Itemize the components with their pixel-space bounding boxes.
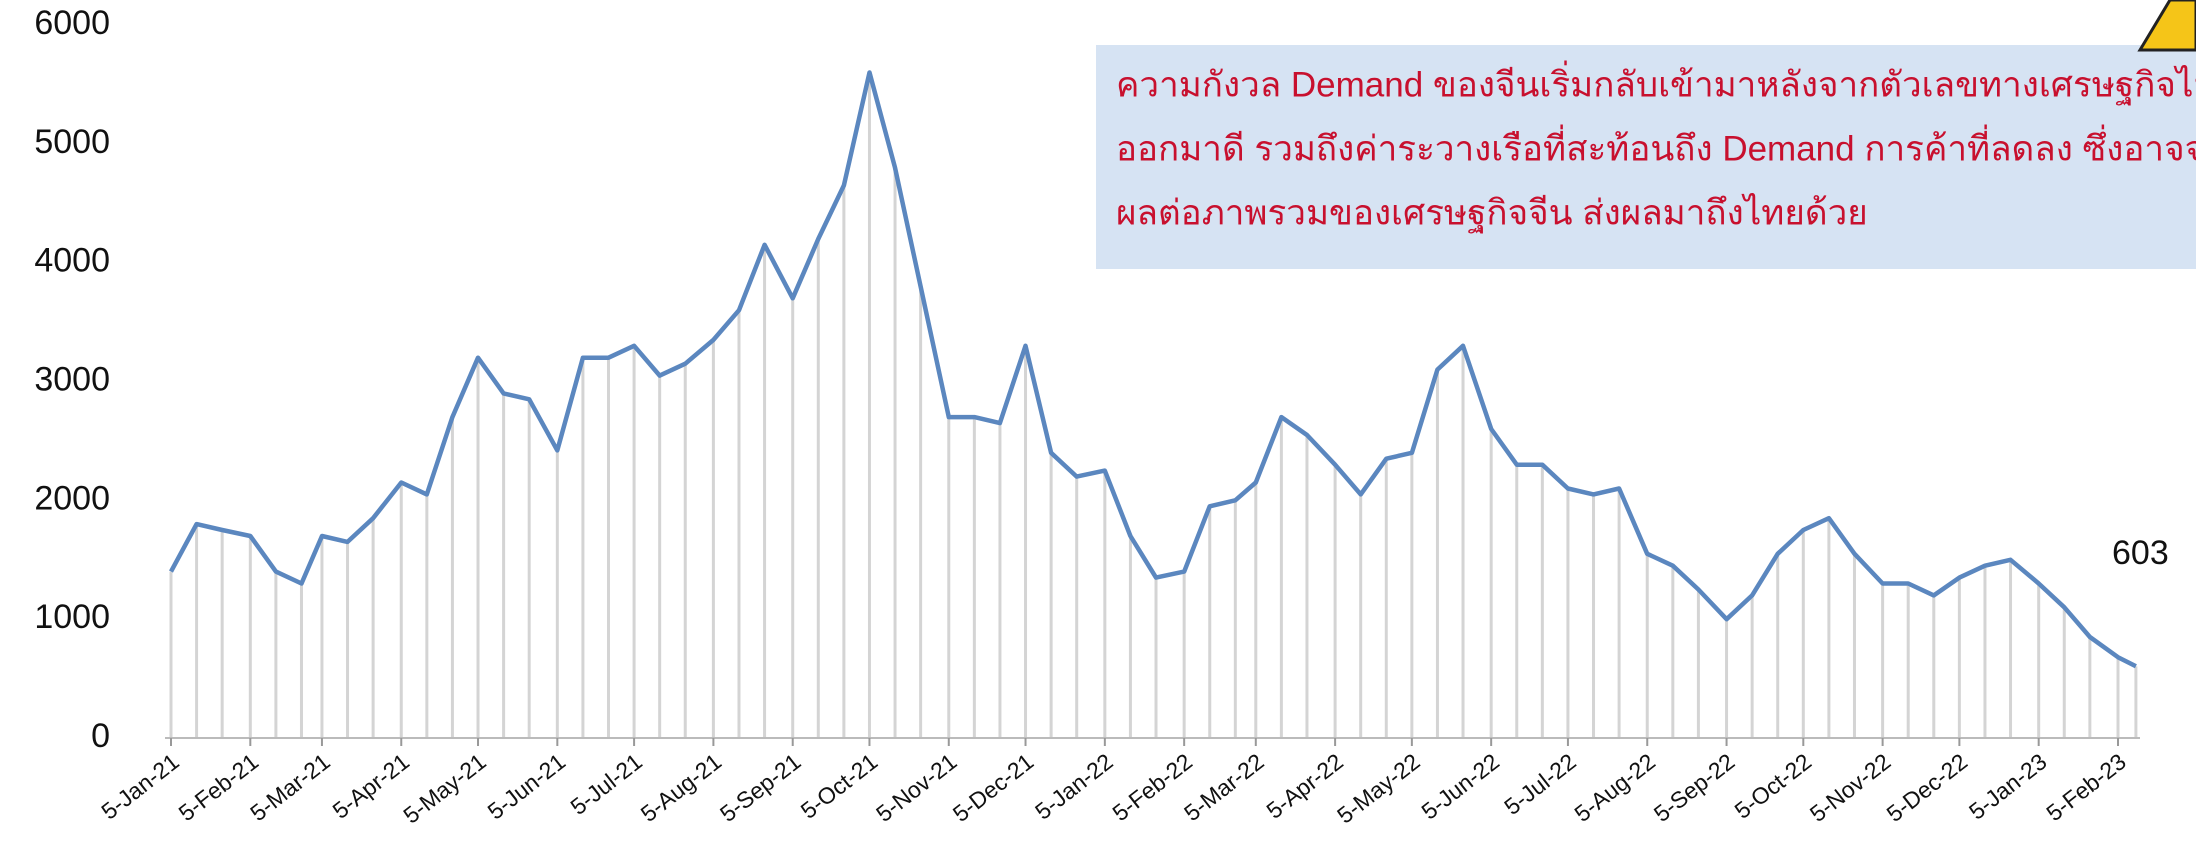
x-tick-label: 5-Aug-21 bbox=[636, 748, 727, 827]
warning-icon bbox=[2137, 0, 2196, 52]
x-tick-label: 5-Sep-22 bbox=[1649, 748, 1740, 827]
series-line bbox=[169, 70, 2137, 669]
y-tick-label: 5000 bbox=[34, 123, 110, 161]
y-tick-label: 0 bbox=[91, 717, 110, 755]
x-tick-label: 5-Jul-22 bbox=[1499, 748, 1580, 820]
x-tick-label: 5-Jul-21 bbox=[565, 748, 646, 820]
annotation-line: ความกังวล Demand ของจีนเริ่มกลับเข้ามาหล… bbox=[1116, 60, 2196, 105]
y-tick-label: 6000 bbox=[34, 4, 110, 42]
x-tick-label: 5-Jan-21 bbox=[96, 748, 184, 824]
value-label: 603 bbox=[2112, 534, 2169, 572]
x-tick-label: 5-Sep-21 bbox=[715, 748, 806, 827]
x-tick-label: 5-Aug-22 bbox=[1569, 748, 1660, 827]
annotation-box bbox=[1096, 45, 2196, 269]
x-tick-label: 5-Nov-22 bbox=[1805, 748, 1896, 827]
annotation-line: ออกมาดี รวมถึงค่าระวางเรือที่สะท้อนถึง D… bbox=[1116, 124, 2196, 168]
x-tick-label: 5-Dec-22 bbox=[1882, 748, 1973, 827]
x-tick-label: 5-May-21 bbox=[398, 748, 491, 828]
x-tick-label: 5-Feb-23 bbox=[2041, 748, 2131, 826]
x-tick-label: 5-Jun-22 bbox=[1416, 748, 1504, 824]
y-tick-label: 4000 bbox=[34, 242, 110, 280]
x-tick-label: 5-Mar-21 bbox=[245, 748, 335, 826]
x-tick-label: 5-Feb-22 bbox=[1107, 748, 1197, 826]
x-tick-label: 5-Jan-23 bbox=[1964, 748, 2052, 824]
x-tick-label: 5-Oct-21 bbox=[796, 748, 883, 824]
y-tick-label: 3000 bbox=[34, 360, 110, 398]
x-tick-label: 5-Jun-21 bbox=[483, 748, 571, 824]
x-tick-label: 5-Feb-21 bbox=[174, 748, 264, 826]
y-tick-label: 1000 bbox=[34, 598, 110, 636]
y-tick-label: 2000 bbox=[34, 479, 110, 517]
x-tick-label: 5-Mar-22 bbox=[1179, 748, 1269, 826]
annotation-line: ผลต่อภาพรวมของเศรษฐกิจจีน ส่งผลมาถึงไทยด… bbox=[1116, 192, 1868, 233]
x-tick-label: 5-Dec-21 bbox=[948, 748, 1039, 827]
x-tick-label: 5-Jan-22 bbox=[1030, 748, 1118, 824]
x-tick-label: 5-May-22 bbox=[1332, 748, 1425, 828]
x-tick-label: 5-Oct-22 bbox=[1730, 748, 1817, 824]
x-tick-label: 5-Nov-21 bbox=[871, 748, 962, 827]
